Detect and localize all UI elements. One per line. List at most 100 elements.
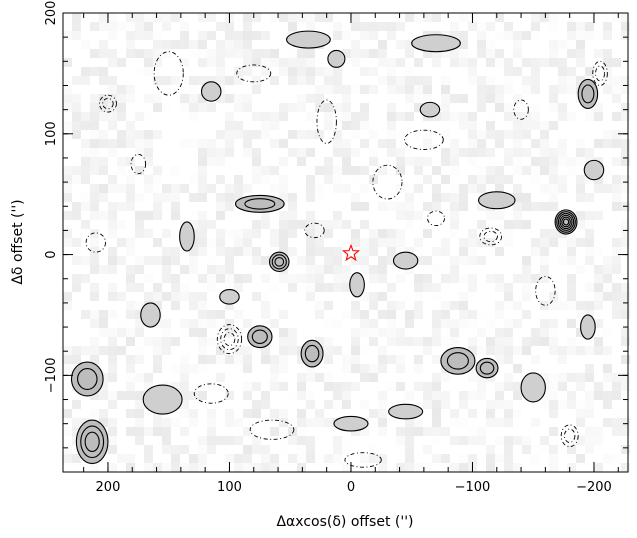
heatmap-cell [99, 319, 108, 328]
negative-contour-n8-1 [316, 99, 337, 144]
heatmap-cell [126, 157, 135, 166]
heatmap-cell [63, 409, 72, 418]
heatmap-cell [234, 103, 243, 112]
heatmap-cell [342, 310, 351, 319]
heatmap-cell [585, 193, 594, 202]
heatmap-cell [90, 166, 99, 175]
heatmap-cell [540, 337, 549, 346]
heatmap-cell [558, 184, 567, 193]
positive-contour-s5-1 [247, 325, 273, 349]
heatmap-cell [279, 337, 288, 346]
heatmap-cell [216, 148, 225, 157]
heatmap-cell [549, 193, 558, 202]
heatmap-cell [396, 202, 405, 211]
heatmap-cell [387, 292, 396, 301]
heatmap-cell [567, 256, 576, 265]
heatmap-cell [108, 355, 117, 364]
source-fill-s5 [247, 325, 273, 348]
heatmap-cell [450, 22, 459, 31]
heatmap-cell [135, 418, 144, 427]
marker-layer [341, 243, 361, 262]
heatmap-cell [108, 328, 117, 337]
heatmap-cell [315, 175, 324, 184]
heatmap-cell [441, 184, 450, 193]
heatmap-cell [612, 157, 621, 166]
heatmap-cell [144, 454, 153, 463]
heatmap-cell [540, 139, 549, 148]
heatmap-cell [333, 103, 342, 112]
heatmap-cell [108, 13, 117, 22]
heatmap-cell [162, 445, 171, 454]
heatmap-cell [243, 463, 252, 472]
heatmap-cell [432, 337, 441, 346]
heatmap-cell [198, 229, 207, 238]
heatmap-cell [144, 337, 153, 346]
heatmap-cell [459, 40, 468, 49]
heatmap-cell [405, 247, 414, 256]
heatmap-cell [315, 184, 324, 193]
heatmap-cell [351, 427, 360, 436]
heatmap-cell [396, 328, 405, 337]
heatmap-cell [279, 310, 288, 319]
heatmap-cell [126, 139, 135, 148]
heatmap-cell [495, 400, 504, 409]
heatmap-cell [387, 103, 396, 112]
heatmap-cell [432, 283, 441, 292]
heatmap-cell [135, 112, 144, 121]
heatmap-cell [504, 229, 513, 238]
heatmap-cell [342, 265, 351, 274]
heatmap-cell [306, 49, 315, 58]
heatmap-cell [495, 211, 504, 220]
heatmap-cell [153, 175, 162, 184]
heatmap-cell [180, 382, 189, 391]
heatmap-cell [576, 184, 585, 193]
heatmap-cell [468, 229, 477, 238]
heatmap-cell [144, 373, 153, 382]
heatmap-cell [126, 85, 135, 94]
heatmap-cell [72, 94, 81, 103]
heatmap-cell [252, 247, 261, 256]
heatmap-cell [225, 193, 234, 202]
heatmap-cell [144, 382, 153, 391]
heatmap-cell [414, 157, 423, 166]
heatmap-cell [189, 265, 198, 274]
heatmap-cell [567, 274, 576, 283]
heatmap-cell [603, 274, 612, 283]
heatmap-cell [171, 346, 180, 355]
heatmap-cell [576, 211, 585, 220]
heatmap-cell [279, 238, 288, 247]
heatmap-cell [576, 157, 585, 166]
heatmap-cell [414, 364, 423, 373]
negative-contour-n10-1 [249, 419, 295, 440]
heatmap-cell [495, 139, 504, 148]
heatmap-cell [135, 229, 144, 238]
heatmap-cell [108, 76, 117, 85]
heatmap-cell [558, 40, 567, 49]
heatmap-cell [450, 265, 459, 274]
heatmap-cell [279, 67, 288, 76]
heatmap-cell [153, 418, 162, 427]
heatmap-cell [126, 193, 135, 202]
heatmap-cell [495, 382, 504, 391]
heatmap-cell [549, 319, 558, 328]
heatmap-cell [468, 139, 477, 148]
heatmap-cell [531, 355, 540, 364]
negative-contour-n2-3 [223, 332, 236, 347]
heatmap-cell [279, 445, 288, 454]
heatmap-cell [405, 13, 414, 22]
heatmap-cell [189, 292, 198, 301]
heatmap-cell [225, 247, 234, 256]
heatmap-cell [81, 346, 90, 355]
heatmap-cell [441, 400, 450, 409]
heatmap-cell [261, 301, 270, 310]
heatmap-cell [72, 13, 81, 22]
heatmap-cell [198, 328, 207, 337]
heatmap-cell [342, 391, 351, 400]
heatmap-cell [549, 409, 558, 418]
heatmap-cell [108, 148, 117, 157]
heatmap-cell [441, 175, 450, 184]
heatmap-cell [216, 265, 225, 274]
heatmap-cell [315, 193, 324, 202]
heatmap-cell [171, 445, 180, 454]
heatmap-cell [621, 229, 630, 238]
